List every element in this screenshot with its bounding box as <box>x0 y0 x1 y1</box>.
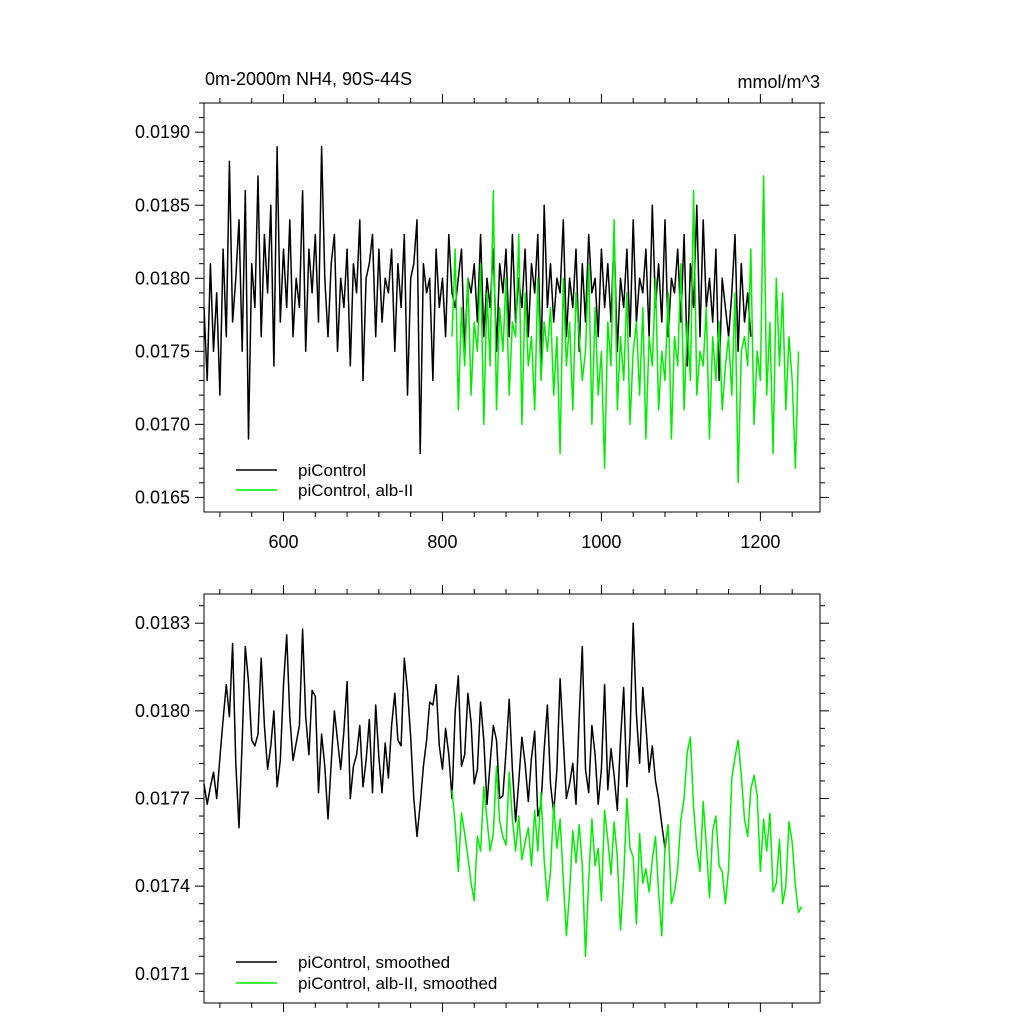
x-tick-label: 1200 <box>740 532 780 552</box>
top-axis-ticks <box>195 94 829 521</box>
bottom-plot-frame <box>203 593 821 1004</box>
top-series-layer <box>203 146 800 484</box>
panel-bottom: 0.0171 0.0174 0.0177 0.0180 0.0183 piControl… <box>135 585 829 1012</box>
top-plot-frame <box>203 102 821 513</box>
panel-top: 600 800 1000 1200 0.0165 0.0170 0.0175 0.0180 0.… <box>135 94 829 552</box>
top-legend: piControl piControl, alb-II <box>236 461 413 500</box>
y-tick-label: 0.0175 <box>135 341 190 361</box>
y-tick-label: 0.0185 <box>135 195 190 215</box>
plot-title: 0m-2000m NH4, 90S-44S <box>205 69 412 89</box>
y-tick-label: 0.0190 <box>135 122 190 142</box>
y-tick-label: 0.0180 <box>135 268 190 288</box>
bottom-series-layer <box>203 622 803 958</box>
y-tick-label: 0.0177 <box>135 789 190 809</box>
legend-label-picontrol: piControl <box>298 461 366 480</box>
y-tick-label: 0.0183 <box>135 613 190 633</box>
bottom-legend: piControl, smoothed piControl, alb-II, s… <box>236 953 497 993</box>
y-tick-label: 0.0174 <box>135 876 190 896</box>
top-tick-labels: 600 800 1000 1200 0.0165 0.0170 0.0175 0.0180 0.… <box>135 122 780 552</box>
y-tick-label: 0.0180 <box>135 701 190 721</box>
x-tick-label: 600 <box>268 532 298 552</box>
series-line-picontrol <box>203 622 669 849</box>
y-tick-label: 0.0165 <box>135 487 190 507</box>
series-line-picontrol <box>203 146 752 455</box>
bottom-axis-ticks <box>195 585 829 1012</box>
bottom-tick-labels: 0.0171 0.0174 0.0177 0.0180 0.0183 <box>135 613 190 984</box>
legend-label-alb-ii: piControl, alb-II <box>298 481 413 500</box>
y-tick-label: 0.0171 <box>135 964 190 984</box>
units-label: mmol/m^3 <box>738 72 820 92</box>
legend-label-alb-ii-smoothed: piControl, alb-II, smoothed <box>298 974 497 993</box>
series-line-alb-ii <box>451 175 800 484</box>
legend-label-picontrol-smoothed: piControl, smoothed <box>298 953 450 972</box>
x-tick-label: 800 <box>427 532 457 552</box>
series-line-alb-ii <box>451 736 803 958</box>
y-tick-label: 0.0170 <box>135 414 190 434</box>
x-tick-label: 1000 <box>581 532 621 552</box>
